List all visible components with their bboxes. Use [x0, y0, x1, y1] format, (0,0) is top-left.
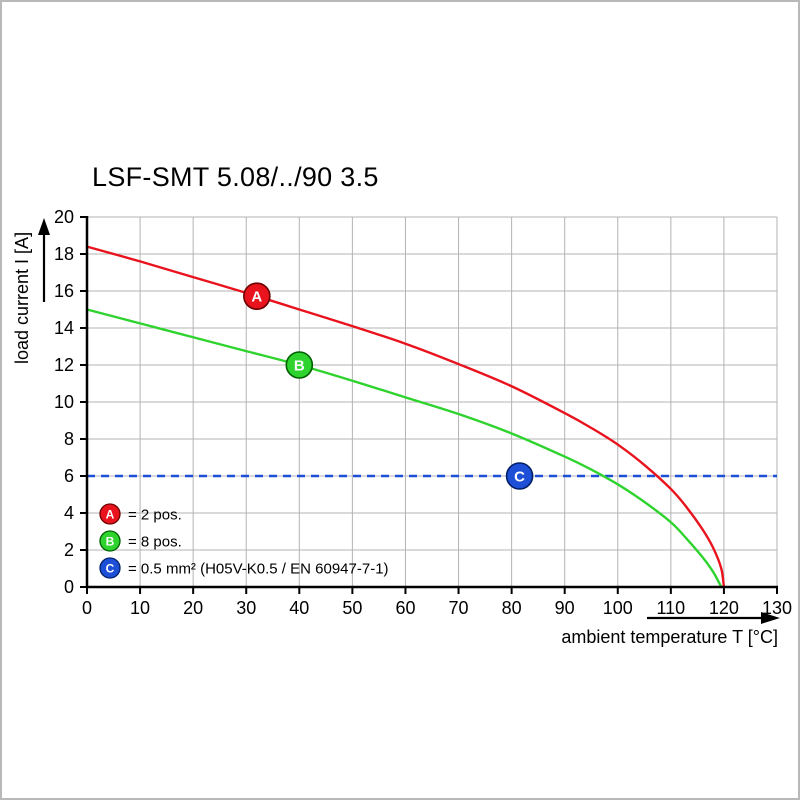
y-tick-label: 14 [54, 318, 74, 338]
marker-C-letter: C [514, 469, 525, 486]
x-tick-label: 0 [82, 598, 92, 618]
y-tick-label: 16 [54, 281, 74, 301]
marker-A-letter: A [251, 289, 262, 306]
legend-label-B: = 8 pos. [128, 534, 182, 551]
legend-swatch-A [99, 503, 121, 525]
x-tick-label: 90 [555, 598, 575, 618]
x-tick-label: 110 [656, 598, 685, 618]
marker-B [285, 351, 314, 379]
legend-swatch-A-letter: A [106, 508, 115, 522]
legend-label-A: = 2 pos. [128, 507, 182, 524]
x-tick-label: 50 [342, 598, 362, 618]
x-tick-label: 20 [183, 598, 203, 618]
y-axis-arrow-head [38, 218, 50, 235]
y-tick-label: 10 [54, 392, 74, 412]
marker-A [243, 282, 271, 310]
legend-label-C: = 0.5 mm² (H05V-K0.5 / EN 60947-7-1) [128, 561, 389, 578]
x-tick-label: 100 [603, 598, 633, 618]
chart-title: LSF-SMT 5.08/../90 3.5 [92, 162, 379, 192]
y-tick-label: 18 [54, 244, 74, 264]
legend-swatch-C [99, 557, 121, 579]
y-tick-label: 8 [64, 429, 74, 449]
x-axis-label: ambient temperature T [°C] [561, 627, 778, 647]
x-axis-arrow-head [761, 612, 780, 624]
x-tick-label: 10 [130, 598, 150, 618]
marker-C [505, 462, 534, 490]
y-tick-label: 20 [54, 207, 74, 227]
x-tick-label: 130 [762, 598, 792, 618]
marker-B-letter: B [294, 358, 305, 375]
legend-swatch-C-letter: C [106, 562, 115, 576]
legend-swatch-B [99, 530, 121, 552]
y-axis-label: load current I [A] [12, 232, 32, 364]
legend-swatch-B-letter: B [106, 535, 115, 549]
x-tick-label: 80 [502, 598, 522, 618]
y-tick-label: 6 [64, 466, 74, 486]
x-tick-label: 30 [236, 598, 256, 618]
x-tick-label: 60 [395, 598, 415, 618]
y-tick-label: 0 [64, 577, 74, 597]
x-tick-label: 70 [449, 598, 469, 618]
y-tick-label: 12 [54, 355, 74, 375]
x-tick-label: 40 [289, 598, 309, 618]
x-tick-label: 120 [709, 598, 739, 618]
series-B-curve [86, 308, 723, 588]
y-tick-label: 4 [64, 503, 74, 523]
y-tick-label: 2 [64, 540, 74, 560]
